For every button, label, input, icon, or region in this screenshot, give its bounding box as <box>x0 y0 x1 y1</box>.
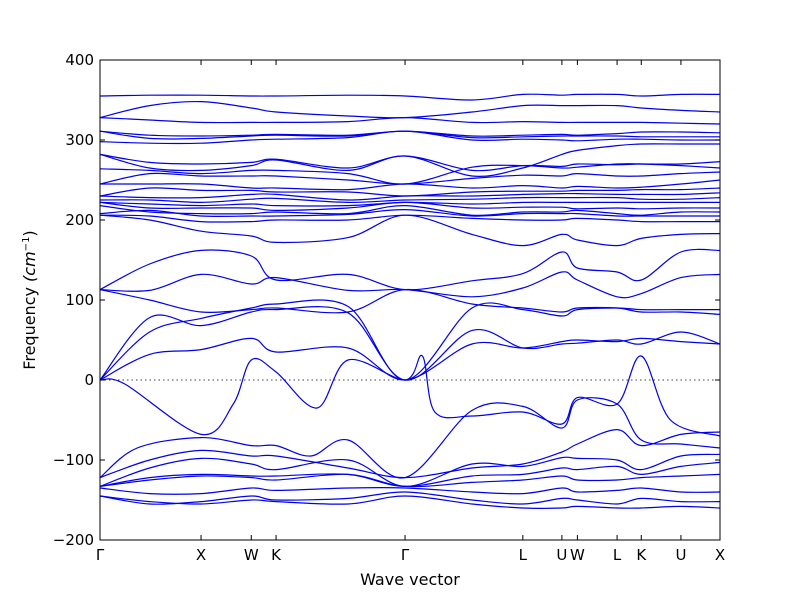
phonon-band-31 <box>100 461 720 488</box>
y-tick-label: 0 <box>84 371 94 389</box>
phonon-band-17 <box>100 204 720 216</box>
x-tick-label: Γ <box>401 546 410 564</box>
phonon-band-21 <box>100 248 720 291</box>
x-tick-label: X <box>715 546 725 564</box>
phonon-band-14 <box>100 196 720 204</box>
phonon-band-28 <box>100 397 720 479</box>
y-tick-label: 300 <box>65 131 94 149</box>
phonon-band-25 <box>100 306 720 381</box>
plot-area <box>100 93 720 509</box>
phonon-band-24 <box>100 299 720 381</box>
x-tick-label: X <box>196 546 206 564</box>
y-tick-label: −100 <box>53 451 94 469</box>
phonon-band-2 <box>100 100 720 119</box>
phonon-band-32 <box>100 473 720 488</box>
phonon-band-26 <box>100 337 720 381</box>
x-tick-label: K <box>271 546 282 564</box>
phonon-band-29 <box>100 428 720 479</box>
phonon-band-20 <box>100 214 720 247</box>
phonon-band-30 <box>100 453 720 488</box>
y-tick-label: 200 <box>65 211 94 229</box>
phonon-band-16 <box>100 201 720 212</box>
y-tick-label: 400 <box>65 51 94 69</box>
x-tick-label: L <box>613 546 622 564</box>
phonon-band-13 <box>100 192 720 201</box>
x-tick-label: L <box>519 546 528 564</box>
x-tick-label: U <box>556 546 567 564</box>
phonon-band-12 <box>100 187 720 197</box>
phonon-band-19 <box>100 214 720 223</box>
phonon-band-5 <box>100 130 720 140</box>
phonon-band-3 <box>100 116 720 125</box>
x-tick-label: W <box>244 546 259 564</box>
x-tick-label: W <box>570 546 585 564</box>
x-tick-label: Γ <box>96 546 105 564</box>
y-axis-label: Frequency (cm−1) <box>20 230 39 369</box>
phonon-band-35 <box>100 495 720 509</box>
phonon-band-4 <box>100 130 720 137</box>
y-tick-label: −200 <box>53 531 94 549</box>
phonon-band-1 <box>100 93 720 101</box>
phonon-band-8 <box>100 143 720 177</box>
phonon-band-33 <box>100 486 720 495</box>
x-tick-label: U <box>675 546 686 564</box>
phonon-band-15 <box>100 201 720 207</box>
phonon-band-34 <box>100 491 720 505</box>
phonon-band-10 <box>100 171 720 185</box>
phonon-band-22 <box>100 271 720 299</box>
phonon-band-18 <box>100 208 720 217</box>
phonon-band-9 <box>100 163 720 185</box>
phonon-band-23 <box>100 288 720 315</box>
phonon-band-27 <box>100 354 720 437</box>
phonon-band-6 <box>100 130 720 145</box>
x-tick-label: K <box>636 546 647 564</box>
phonon-band-11 <box>100 179 720 191</box>
x-axis-label: Wave vector <box>360 570 460 589</box>
y-tick-label: 100 <box>65 291 94 309</box>
